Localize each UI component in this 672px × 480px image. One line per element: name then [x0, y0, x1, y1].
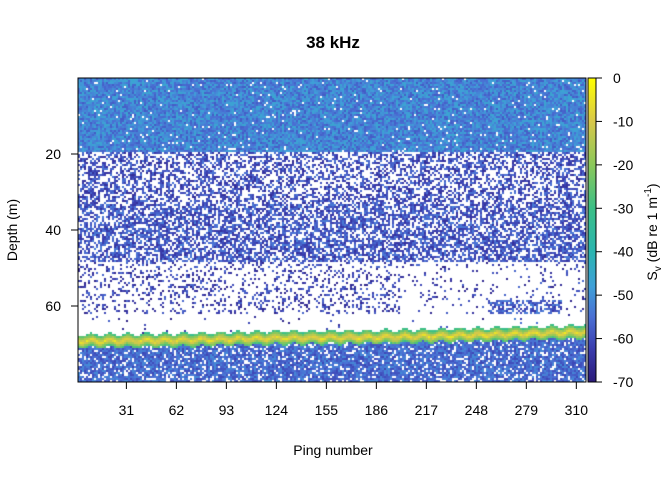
x-tick-label: 186 — [365, 402, 389, 418]
y-tick-label: 60 — [45, 298, 61, 314]
colorbar-title: Sv (dB re 1 m-1) — [643, 183, 664, 280]
x-axis-title: Ping number — [293, 442, 373, 458]
x-tick-label: 124 — [265, 402, 289, 418]
x-tick-label: 310 — [565, 402, 589, 418]
colorbar-tick-label: -70 — [613, 374, 633, 390]
x-tick-label: 31 — [119, 402, 135, 418]
colorbar-title-subscript: v — [653, 266, 664, 271]
x-axis: 31 62 93 124 155 186 217 248 279 310 — [119, 382, 589, 418]
x-tick-label: 62 — [169, 402, 185, 418]
colorbar-tick-label: -40 — [613, 244, 633, 260]
chart-title: 38 kHz — [306, 33, 360, 52]
x-tick-label: 217 — [415, 402, 439, 418]
colorbar-tick-label: -60 — [613, 331, 633, 347]
x-tick-label: 155 — [315, 402, 339, 418]
x-tick-label: 248 — [465, 402, 489, 418]
colorbar-gradient — [587, 77, 597, 383]
x-tick-label: 279 — [515, 402, 539, 418]
colorbar-title-superscript: -1 — [643, 188, 654, 197]
colorbar: 0 -10 -20 -30 -40 -50 -60 -70 — [587, 70, 633, 390]
colorbar-tick-label: -50 — [613, 287, 633, 303]
colorbar-tick-label: -30 — [613, 200, 633, 216]
colorbar-title-main: S — [644, 271, 660, 280]
y-axis-title: Depth (m) — [4, 199, 20, 261]
colorbar-tick-label: -10 — [613, 113, 633, 129]
colorbar-title-units: (dB re 1 m — [644, 197, 660, 266]
colorbar-tick-label: -20 — [613, 157, 633, 173]
y-tick-label: 20 — [45, 146, 61, 162]
y-tick-label: 40 — [45, 222, 61, 238]
colorbar-title-end: ) — [644, 183, 660, 188]
x-tick-label: 93 — [219, 402, 235, 418]
colorbar-tick-label: 0 — [613, 70, 621, 86]
echogram-raster — [78, 78, 586, 382]
y-axis: 20 40 60 — [45, 146, 78, 314]
echogram-plot-area — [78, 78, 586, 382]
